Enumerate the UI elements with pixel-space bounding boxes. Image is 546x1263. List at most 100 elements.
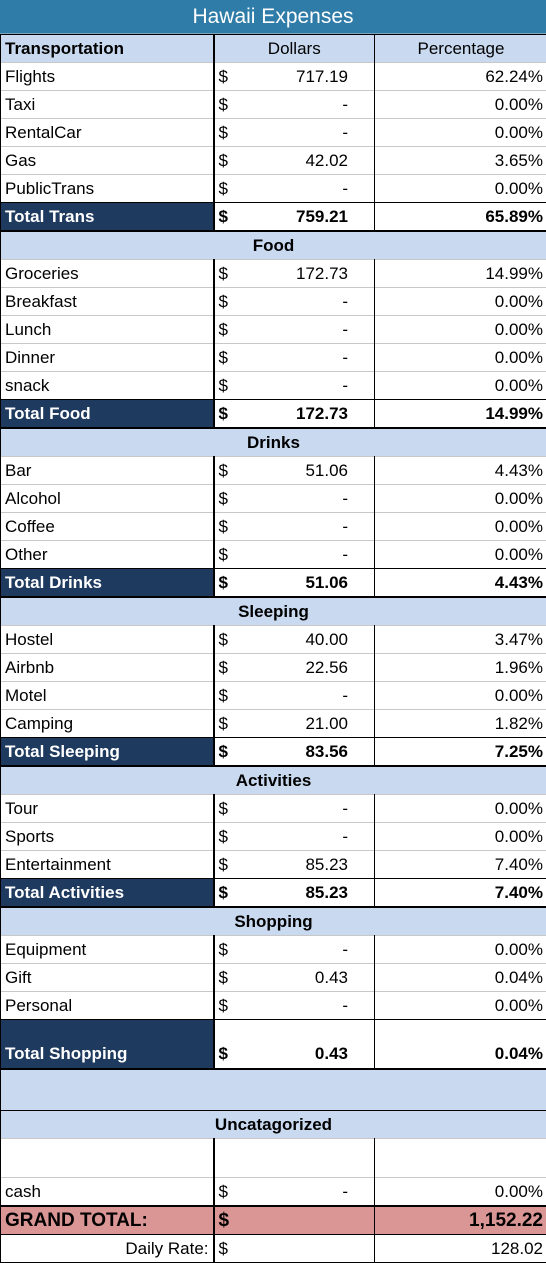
dollar-cell[interactable]: $- — [214, 936, 375, 964]
percentage-cell[interactable]: 0.04% — [375, 1020, 546, 1070]
total-label[interactable]: Total Trans — [1, 203, 214, 232]
percentage-cell[interactable]: 0.00% — [375, 513, 546, 541]
total-label[interactable]: Total Sleeping — [1, 738, 214, 767]
section-header[interactable]: Uncatagorized — [1, 1111, 546, 1139]
percentage-cell[interactable]: 0.00% — [375, 541, 546, 569]
row-label[interactable]: Gift — [1, 964, 214, 992]
percentage-cell[interactable]: 0.00% — [375, 344, 546, 372]
dollar-cell[interactable]: $21.00 — [214, 710, 375, 738]
row-label[interactable]: snack — [1, 372, 214, 400]
dollar-cell[interactable]: $- — [214, 288, 375, 316]
dollar-cell[interactable]: $172.73 — [214, 400, 375, 429]
dollar-cell[interactable]: $85.23 — [214, 851, 375, 879]
percentage-cell[interactable]: 0.00% — [375, 119, 546, 147]
row-label[interactable]: cash — [1, 1178, 214, 1207]
row-label[interactable]: Alcohol — [1, 485, 214, 513]
dollar-cell[interactable]: $717.19 — [214, 63, 375, 91]
percentage-cell[interactable]: 0.00% — [375, 175, 546, 203]
percentage-cell[interactable]: 3.47% — [375, 626, 546, 654]
row-label[interactable]: Dinner — [1, 344, 214, 372]
percentage-cell[interactable]: 1.96% — [375, 654, 546, 682]
row-label[interactable]: Lunch — [1, 316, 214, 344]
percentage-cell[interactable]: 7.25% — [375, 738, 546, 767]
percentage-cell[interactable]: 0.00% — [375, 795, 546, 823]
percentage-cell[interactable]: 62.24% — [375, 63, 546, 91]
dollar-cell[interactable]: $- — [214, 344, 375, 372]
row-label[interactable]: Entertainment — [1, 851, 214, 879]
grand-total-currency[interactable]: $ — [214, 1206, 375, 1235]
dollar-cell[interactable]: $- — [214, 795, 375, 823]
dollar-cell[interactable]: $- — [214, 119, 375, 147]
daily-rate-amount[interactable]: 128.02 — [375, 1235, 546, 1263]
dollar-cell[interactable]: $51.06 — [214, 569, 375, 598]
row-label[interactable]: Groceries — [1, 260, 214, 288]
daily-rate-label[interactable]: Daily Rate: — [1, 1235, 214, 1263]
percentage-cell[interactable]: 7.40% — [375, 851, 546, 879]
dollar-cell[interactable]: $- — [214, 682, 375, 710]
grand-total-label[interactable]: GRAND TOTAL: — [1, 1206, 214, 1235]
dollar-cell[interactable]: $22.56 — [214, 654, 375, 682]
row-label[interactable]: Coffee — [1, 513, 214, 541]
column-header-dollars[interactable]: Dollars — [214, 35, 375, 63]
dollar-cell[interactable]: $- — [214, 372, 375, 400]
daily-rate-currency[interactable]: $ — [214, 1235, 375, 1263]
row-label[interactable]: RentalCar — [1, 119, 214, 147]
row-label[interactable]: Camping — [1, 710, 214, 738]
row-label[interactable]: Motel — [1, 682, 214, 710]
row-label[interactable]: PublicTrans — [1, 175, 214, 203]
dollar-cell[interactable]: $0.43 — [214, 964, 375, 992]
dollar-cell[interactable]: $40.00 — [214, 626, 375, 654]
dollar-cell[interactable]: $85.23 — [214, 879, 375, 908]
dollar-cell[interactable]: $- — [214, 1178, 375, 1207]
percentage-cell[interactable]: 0.04% — [375, 964, 546, 992]
percentage-cell[interactable]: 0.00% — [375, 682, 546, 710]
row-label[interactable]: Airbnb — [1, 654, 214, 682]
dollar-cell[interactable]: $0.43 — [214, 1020, 375, 1070]
total-label[interactable]: Total Drinks — [1, 569, 214, 598]
section-header[interactable]: Activities — [1, 766, 546, 795]
dollar-cell[interactable]: $- — [214, 823, 375, 851]
percentage-cell[interactable]: 0.00% — [375, 372, 546, 400]
dollar-cell[interactable]: $- — [214, 541, 375, 569]
percentage-cell[interactable]: 0.00% — [375, 485, 546, 513]
total-label[interactable]: Total Food — [1, 400, 214, 429]
grand-total-amount[interactable]: 1,152.22 — [375, 1206, 546, 1235]
dollar-cell[interactable]: $- — [214, 485, 375, 513]
percentage-cell[interactable]: 3.65% — [375, 147, 546, 175]
dollar-cell[interactable]: $- — [214, 316, 375, 344]
percentage-cell[interactable]: 0.00% — [375, 288, 546, 316]
dollar-cell[interactable]: $- — [214, 992, 375, 1020]
section-header[interactable]: Sleeping — [1, 597, 546, 626]
percentage-cell[interactable]: 0.00% — [375, 91, 546, 119]
row-label[interactable]: Gas — [1, 147, 214, 175]
section-header[interactable]: Food — [1, 231, 546, 260]
row-label[interactable]: Equipment — [1, 936, 214, 964]
percentage-cell[interactable]: 14.99% — [375, 260, 546, 288]
percentage-cell[interactable]: 0.00% — [375, 992, 546, 1020]
percentage-cell[interactable]: 14.99% — [375, 400, 546, 429]
dollar-cell[interactable]: $172.73 — [214, 260, 375, 288]
row-label[interactable]: Taxi — [1, 91, 214, 119]
percentage-cell[interactable]: 1.82% — [375, 710, 546, 738]
percentage-cell[interactable]: 0.00% — [375, 936, 546, 964]
column-header-category[interactable]: Transportation — [1, 35, 214, 63]
row-label[interactable]: Flights — [1, 63, 214, 91]
percentage-cell[interactable]: 4.43% — [375, 457, 546, 485]
percentage-cell[interactable]: 4.43% — [375, 569, 546, 598]
dollar-cell[interactable]: $- — [214, 91, 375, 119]
row-label[interactable]: Breakfast — [1, 288, 214, 316]
row-label[interactable]: Other — [1, 541, 214, 569]
row-label[interactable]: Bar — [1, 457, 214, 485]
dollar-cell[interactable]: $- — [214, 175, 375, 203]
dollar-cell[interactable]: $759.21 — [214, 203, 375, 232]
percentage-cell[interactable]: 0.00% — [375, 316, 546, 344]
percentage-cell[interactable]: 0.00% — [375, 1178, 546, 1207]
row-label[interactable]: Personal — [1, 992, 214, 1020]
section-header[interactable]: Drinks — [1, 428, 546, 457]
row-label[interactable]: Sports — [1, 823, 214, 851]
dollar-cell[interactable]: $83.56 — [214, 738, 375, 767]
total-label[interactable]: Total Shopping — [1, 1020, 214, 1070]
percentage-cell[interactable]: 0.00% — [375, 823, 546, 851]
column-header-percentage[interactable]: Percentage — [375, 35, 546, 63]
percentage-cell[interactable]: 65.89% — [375, 203, 546, 232]
